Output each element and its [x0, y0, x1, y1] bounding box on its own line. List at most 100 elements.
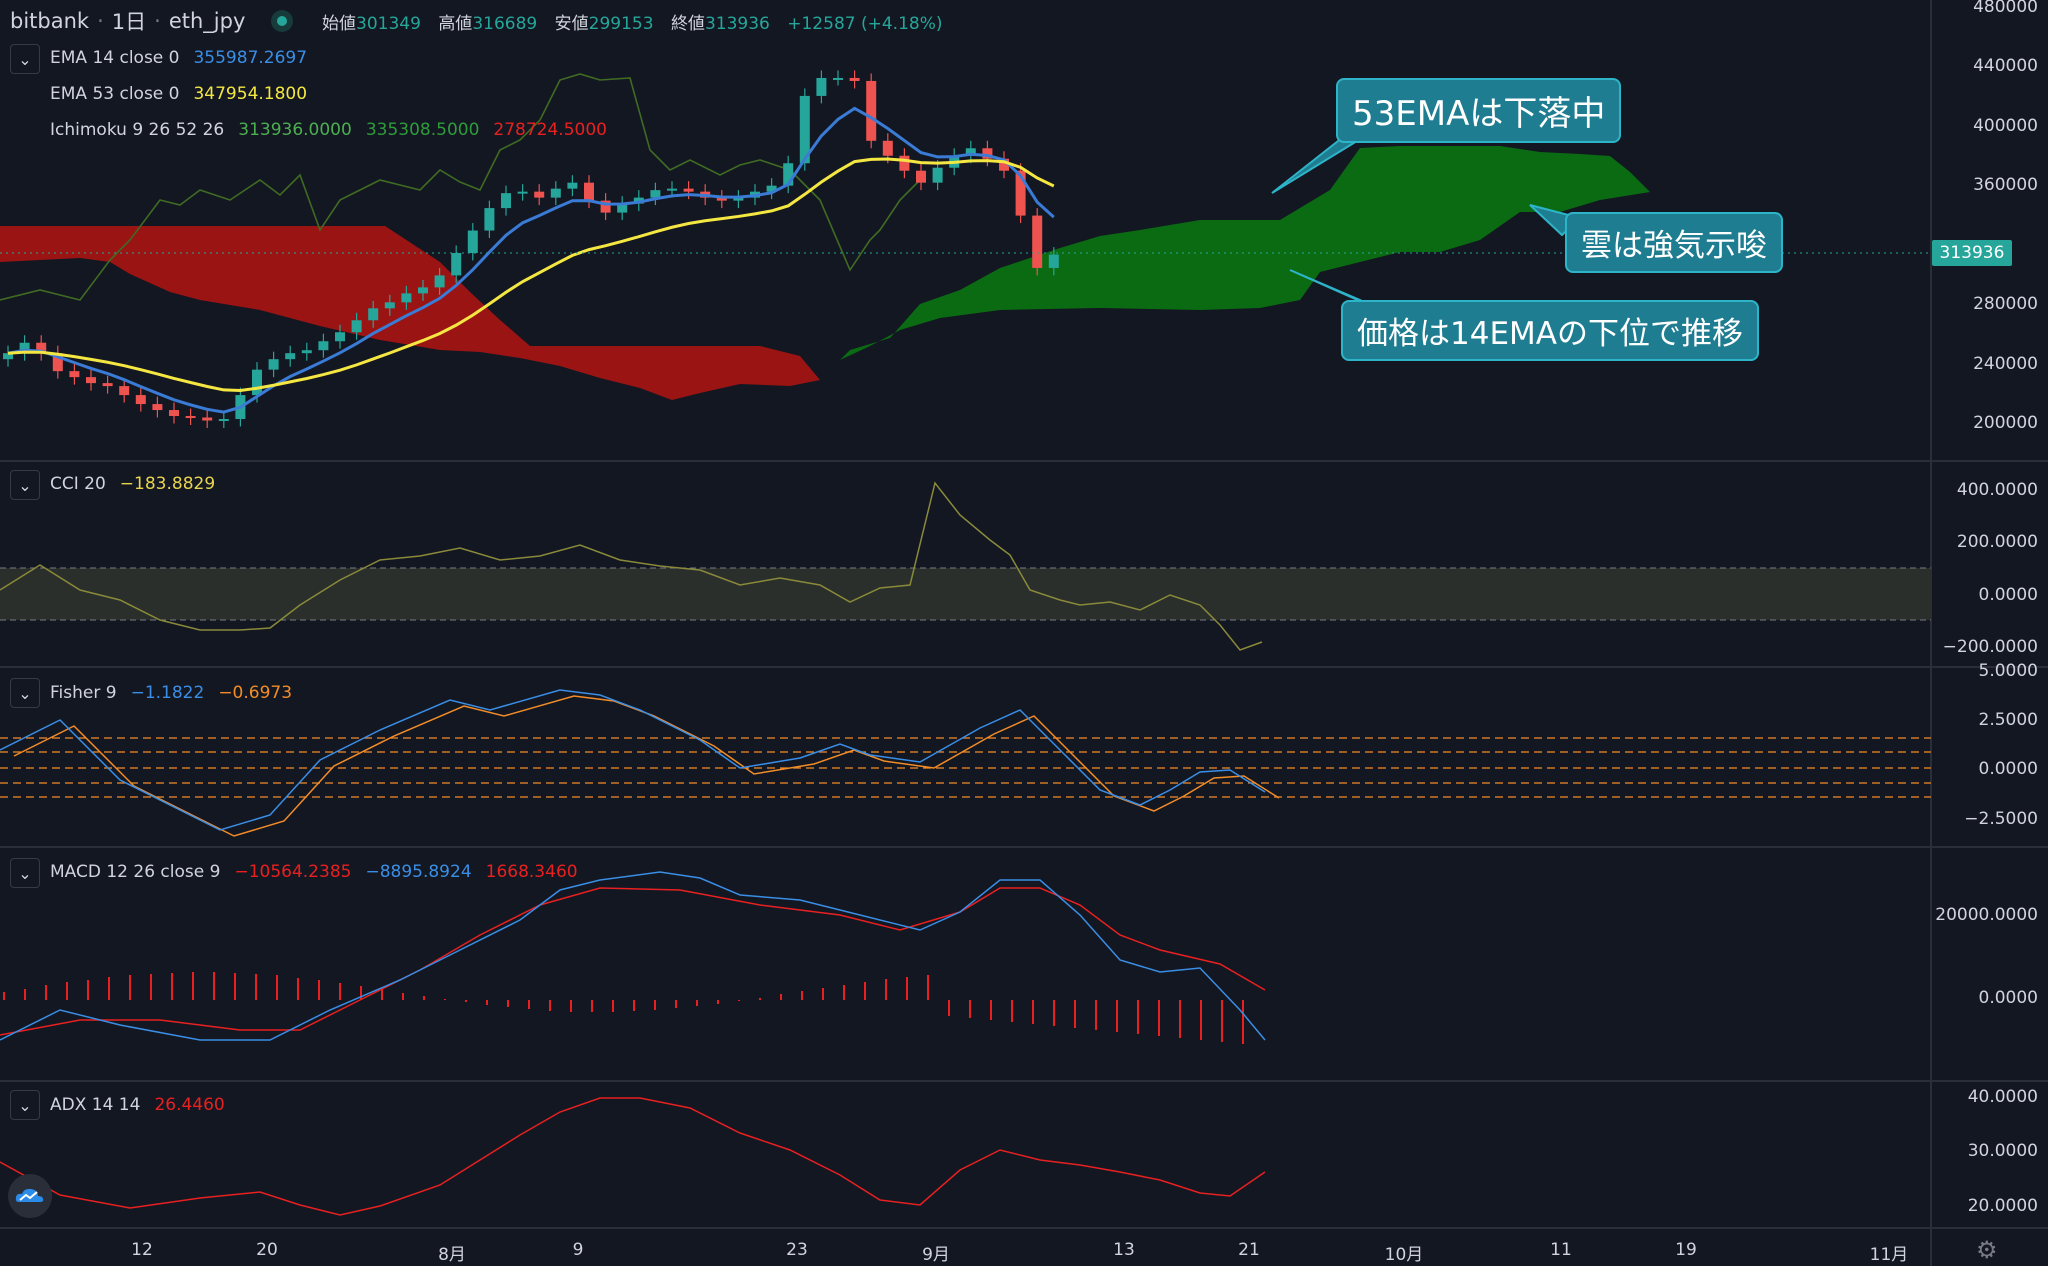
- low-label: 安値: [554, 14, 589, 34]
- macd-pane: [0, 871, 1266, 1044]
- candle-body: [202, 417, 213, 421]
- candle-body: [86, 377, 96, 384]
- candle-body: [567, 182, 578, 189]
- macd-label: MACD 12 26 close 9: [50, 862, 221, 882]
- interval-label[interactable]: 1日: [111, 10, 147, 34]
- price-tick: 280000: [1973, 294, 2038, 314]
- adx-value: 26.4460: [154, 1095, 225, 1115]
- collapse-macd-button[interactable]: ⌄: [10, 858, 40, 888]
- collapse-fisher-button[interactable]: ⌄: [10, 678, 40, 708]
- cci-tick: −200.0000: [1942, 637, 2038, 657]
- collapse-legend-button[interactable]: ⌄: [10, 44, 40, 74]
- candle-body: [252, 369, 262, 396]
- candle-body: [683, 188, 694, 192]
- high-label: 高値: [438, 14, 473, 34]
- open-value: 301349: [356, 14, 421, 34]
- candle-body: [3, 353, 13, 360]
- time-tick: 8月: [438, 1245, 466, 1265]
- candle-body: [285, 353, 296, 360]
- cci-pane: [0, 481, 1931, 651]
- cci-band: [0, 568, 1931, 620]
- candle-body: [584, 182, 594, 201]
- time-tick: 11: [1550, 1240, 1572, 1260]
- legend-ema14[interactable]: EMA 14 close 0 355987.2697: [50, 48, 307, 68]
- cci-label: CCI 20: [50, 474, 106, 494]
- close-label: 終値: [670, 14, 705, 34]
- collapse-cci-button[interactable]: ⌄: [10, 470, 40, 500]
- time-tick: 21: [1238, 1240, 1260, 1260]
- last-price-tag: 313936: [1932, 240, 2012, 266]
- candle-body: [484, 208, 495, 231]
- tradingview-logo[interactable]: [8, 1174, 52, 1218]
- candle-body: [102, 383, 113, 387]
- candle-body: [384, 302, 395, 309]
- fisher-value-2: −0.6973: [218, 683, 293, 703]
- time-tick: 13: [1113, 1240, 1135, 1260]
- fisher-line: [0, 689, 1266, 831]
- annotation-price-below-14ema[interactable]: 価格は14EMAの下位で推移: [1341, 300, 1759, 361]
- fisher-tick: −2.5000: [1964, 809, 2038, 829]
- ichimoku-value-3: 278724.5000: [493, 120, 607, 140]
- legend-ichimoku[interactable]: Ichimoku 9 26 52 26 313936.0000 335308.5…: [50, 120, 607, 140]
- cci-tick: 0.0000: [1978, 585, 2038, 605]
- candle-body: [833, 77, 843, 80]
- candle-body: [1048, 254, 1059, 268]
- candlestick-series: [3, 70, 1059, 428]
- cci-value: −183.8829: [119, 474, 216, 494]
- candle-body: [434, 275, 445, 288]
- candle-body: [152, 404, 163, 411]
- cci-line: [0, 481, 1263, 651]
- candle-body: [550, 188, 561, 198]
- macd-tick: 0.0000: [1978, 988, 2038, 1008]
- time-tick: 19: [1675, 1240, 1697, 1260]
- annotation-cloud-bullish[interactable]: 雲は強気示唆: [1565, 212, 1783, 273]
- settings-gear-icon[interactable]: ⚙: [1976, 1236, 1998, 1264]
- close-value: 313936: [704, 14, 770, 34]
- candle-body: [218, 419, 229, 422]
- exchange-name: bitbank: [10, 9, 90, 33]
- cci-tick: 400.0000: [1956, 480, 2038, 500]
- candle-body: [799, 95, 810, 164]
- macd-line: [0, 871, 1266, 1041]
- legend-adx[interactable]: ADX 14 14 26.4460: [50, 1095, 225, 1115]
- ichimoku-cloud: [0, 146, 1650, 400]
- candle-body: [650, 190, 661, 198]
- time-tick: 9: [572, 1240, 584, 1260]
- adx-tick: 20.0000: [1967, 1196, 2038, 1216]
- fisher-tick: 5.0000: [1978, 661, 2038, 681]
- candle-body: [517, 191, 528, 194]
- candle-body: [268, 359, 279, 370]
- fisher-label: Fisher 9: [50, 683, 117, 703]
- ichimoku-value-1: 313936.0000: [238, 120, 352, 140]
- legend-macd[interactable]: MACD 12 26 close 9 −10564.2385 −8895.892…: [50, 862, 578, 882]
- candle-body: [169, 410, 179, 417]
- chevron-down-icon: ⌄: [18, 49, 32, 69]
- candle-body: [19, 342, 30, 354]
- ema53-line: [7, 157, 1055, 392]
- candle-body: [1015, 170, 1026, 216]
- legend-fisher[interactable]: Fisher 9 −1.1822 −0.6973: [50, 683, 292, 703]
- candle-body: [301, 350, 312, 354]
- ema53-label: EMA 53 close 0: [50, 84, 180, 104]
- candle-body: [368, 308, 379, 321]
- adx-line: [0, 1097, 1266, 1216]
- annotation-53ema-falling[interactable]: 53EMAは下落中: [1336, 78, 1622, 143]
- adx-tick: 30.0000: [1967, 1141, 2038, 1161]
- ichimoku-value-2: 335308.5000: [365, 120, 480, 140]
- collapse-adx-button[interactable]: ⌄: [10, 1090, 40, 1120]
- candle-body: [318, 341, 329, 351]
- candle-body: [882, 140, 893, 156]
- fisher-pane: [0, 689, 1931, 837]
- symbol-header[interactable]: bitbank · 1日 · eth_jpy: [10, 6, 294, 36]
- cloud-logo-icon: [15, 1188, 44, 1202]
- candle-body: [185, 416, 196, 419]
- candle-body: [351, 320, 362, 333]
- ohlc-values: 始値301349 高値316689 安値299153 終値313936 +125…: [322, 9, 955, 34]
- time-tick: 20: [256, 1240, 278, 1260]
- fisher-trigger-line: [13, 695, 1280, 837]
- time-tick: 12: [131, 1240, 153, 1260]
- legend-cci[interactable]: CCI 20 −183.8829: [50, 474, 215, 494]
- legend-ema53[interactable]: EMA 53 close 0 347954.1800: [50, 84, 307, 104]
